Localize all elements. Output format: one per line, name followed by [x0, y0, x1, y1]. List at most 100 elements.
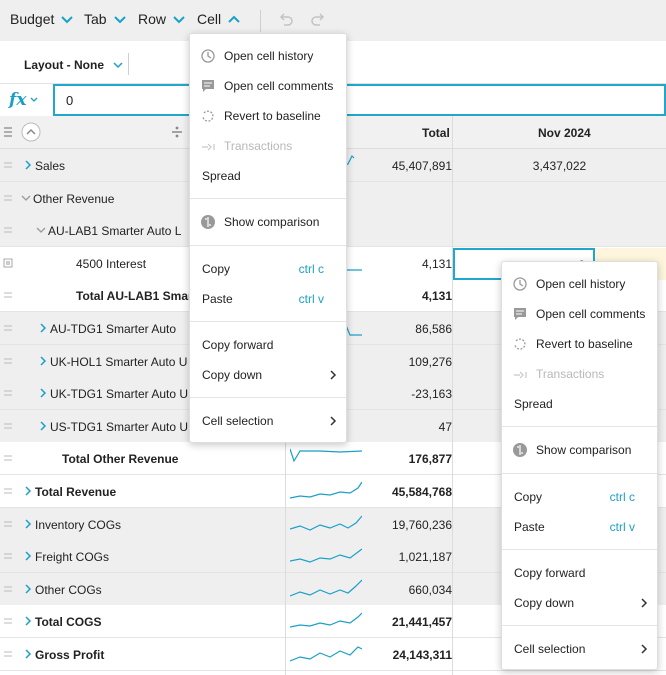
menu-item-copy-down[interactable]: Copy down	[502, 588, 657, 618]
row-label: Total AU-LAB1 Smarter	[76, 289, 209, 304]
row-drag-handle-icon[interactable]	[3, 421, 13, 431]
shortcut-label: ctrl c	[609, 490, 635, 504]
total-value[interactable]: 19,760,236	[391, 517, 452, 532]
undo-icon[interactable]	[278, 11, 294, 27]
row-drag-handle-icon[interactable]	[3, 584, 13, 594]
menu-item-revert[interactable]: Revert to baseline	[502, 329, 657, 359]
total-value[interactable]: 45,584,768	[391, 485, 452, 499]
total-value[interactable]: 21,441,457	[391, 615, 452, 630]
row-drag-handle-icon[interactable]	[3, 356, 13, 366]
column-header-total[interactable]: Total	[422, 126, 450, 140]
expand-chevron-icon[interactable]	[23, 518, 33, 530]
menu-budget[interactable]: Budget	[10, 11, 74, 27]
row-select-icon[interactable]	[3, 258, 13, 268]
collapse-chevron-icon[interactable]	[36, 224, 46, 236]
expand-chevron-icon[interactable]	[38, 322, 48, 334]
revert-icon	[514, 338, 526, 350]
menu-item-label: Open cell history	[536, 277, 626, 291]
menu-item-copy[interactable]: Copy ctrl c	[190, 254, 346, 284]
row-label: Inventory COGs	[35, 517, 122, 532]
menu-item-cell-selection[interactable]: Cell selection	[502, 634, 657, 664]
layout-label: Layout - None	[24, 58, 104, 72]
comment-icon	[202, 80, 214, 92]
column-header-period[interactable]: Nov 2024	[538, 126, 591, 140]
collapse-all-icon[interactable]	[21, 122, 41, 142]
total-value[interactable]: 1,021,187	[398, 550, 452, 565]
row-drag-handle-icon[interactable]	[3, 649, 13, 659]
menu-item-paste[interactable]: Paste ctrl v	[502, 512, 657, 542]
menu-tab-label: Tab	[84, 11, 107, 27]
expand-chevron-icon[interactable]	[23, 648, 33, 660]
layout-dropdown[interactable]: Layout - None	[24, 58, 124, 72]
total-value[interactable]: 660,034	[408, 582, 452, 597]
expand-chevron-icon[interactable]	[23, 485, 33, 497]
total-value[interactable]: -23,163	[411, 387, 452, 402]
menu-item-show-comparison[interactable]: Show comparison	[502, 435, 657, 465]
menu-item-open-comments[interactable]: Open cell comments	[502, 299, 657, 329]
menu-item-open-history[interactable]: Open cell history	[190, 41, 346, 71]
menu-row[interactable]: Row	[138, 11, 186, 27]
chevron-right-icon	[641, 598, 648, 608]
row-drag-handle-icon[interactable]	[3, 160, 13, 170]
total-value[interactable]: 4,131	[421, 289, 452, 304]
menu-item-show-comparison[interactable]: Show comparison	[190, 207, 346, 237]
period-value[interactable]: 3,437,022	[532, 159, 587, 173]
row-drag-handle-icon[interactable]	[3, 519, 13, 529]
total-value[interactable]: 4,131	[421, 256, 452, 271]
total-value[interactable]: 24,143,311	[392, 648, 452, 662]
row-drag-handle-icon[interactable]	[3, 388, 13, 398]
row-drag-handle-icon[interactable]	[3, 225, 13, 235]
menu-item-open-history[interactable]: Open cell history	[502, 269, 657, 299]
chevron-down-icon[interactable]	[30, 96, 38, 104]
redo-icon[interactable]	[310, 11, 326, 27]
menu-item-copy-forward[interactable]: Copy forward	[190, 330, 346, 360]
expand-chevron-icon[interactable]	[38, 387, 48, 399]
menu-item-copy[interactable]: Copy ctrl c	[502, 482, 657, 512]
formula-input[interactable]: 0	[53, 84, 666, 116]
menu-item-spread[interactable]: Spread	[502, 389, 657, 419]
menu-item-revert[interactable]: Revert to baseline	[190, 101, 346, 131]
row-drag-handle-icon[interactable]	[3, 486, 13, 496]
expand-chevron-icon[interactable]	[38, 420, 48, 432]
total-value[interactable]: 86,586	[415, 322, 452, 336]
menu-item-label: Copy down	[514, 596, 575, 610]
menu-tab[interactable]: Tab	[84, 11, 127, 27]
fx-icon[interactable]: fx	[9, 90, 27, 110]
menu-item-paste[interactable]: Paste ctrl v	[190, 284, 346, 314]
expand-chevron-icon[interactable]	[38, 355, 48, 367]
total-value[interactable]: 45,407,891	[391, 159, 452, 173]
menu-item-spread[interactable]: Spread	[190, 161, 346, 191]
menu-item-label: Transactions	[536, 367, 605, 381]
row-drag-handle-icon[interactable]	[3, 453, 13, 463]
comparison-icon	[201, 215, 215, 229]
expand-chevron-icon[interactable]	[23, 583, 33, 595]
menu-item-copy-down[interactable]: Copy down	[190, 360, 346, 390]
expand-chevron-icon[interactable]	[23, 550, 33, 562]
total-value[interactable]: 47	[438, 419, 452, 434]
row-drag-handle-icon[interactable]	[3, 290, 13, 300]
expand-chevron-icon[interactable]	[23, 159, 33, 171]
row-drag-handle-icon[interactable]	[3, 193, 13, 203]
divide-icon[interactable]	[170, 125, 184, 139]
comment-icon	[514, 308, 526, 320]
row-drag-handle-icon[interactable]	[3, 616, 13, 626]
transactions-icon	[514, 371, 527, 379]
total-value[interactable]: 176,877	[408, 452, 452, 467]
row-drag-handle-icon[interactable]	[3, 551, 13, 561]
row-drag-handle-icon[interactable]	[3, 323, 13, 333]
menu-item-cell-selection[interactable]: Cell selection	[190, 406, 346, 436]
menu-item-transactions: Transactions	[502, 359, 657, 389]
sparkline-chart	[290, 579, 362, 597]
menu-item-copy-forward[interactable]: Copy forward	[502, 558, 657, 588]
menu-item-label: Show comparison	[224, 215, 320, 229]
transactions-icon	[202, 143, 215, 151]
expand-chevron-icon[interactable]	[23, 615, 33, 627]
collapse-chevron-icon[interactable]	[21, 192, 31, 204]
menu-item-open-comments[interactable]: Open cell comments	[190, 71, 346, 101]
row-handle-icon[interactable]	[3, 126, 13, 138]
row-label: Other Revenue	[33, 191, 115, 206]
total-value[interactable]: 109,276	[408, 354, 452, 369]
menu-divider	[502, 549, 657, 550]
menu-item-label: Copy	[202, 262, 231, 276]
menu-cell[interactable]: Cell	[197, 11, 241, 27]
